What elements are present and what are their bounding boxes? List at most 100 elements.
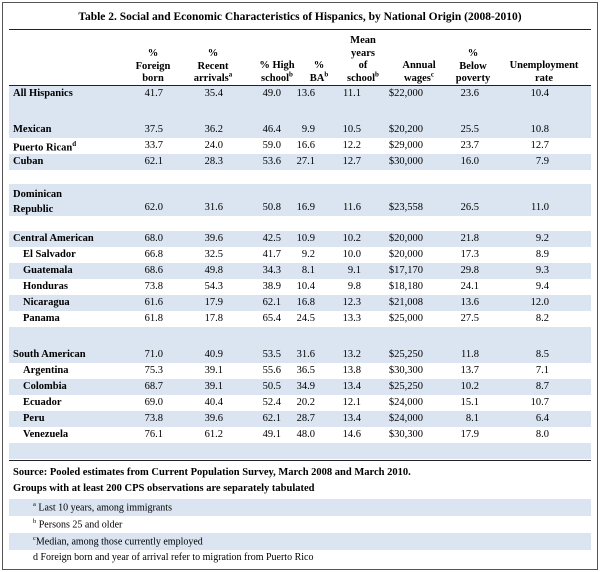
table-cell: 35.4 (204, 88, 223, 99)
table-cell: 12.0 (530, 297, 549, 308)
table-cell: 9.2 (301, 249, 315, 260)
table-cell: 66.8 (144, 249, 163, 260)
table-cell: 49.8 (204, 265, 223, 276)
header-below-poverty-line-3: poverty (455, 73, 491, 84)
row-label: El Salvador (23, 249, 76, 260)
table-cell: 25.5 (460, 124, 479, 135)
table-cell: 13.6 (460, 297, 479, 308)
table-cell: 23.7 (460, 140, 479, 151)
table-cell: 32.5 (204, 249, 223, 260)
table-cell: 17.3 (460, 249, 479, 260)
row-label-text-line-2: Republic (13, 204, 54, 215)
table-row: Argentina 75.3 39.1 55.6 36.5 13.8 $30,300 13.7… (9, 364, 591, 380)
band-stripe (9, 443, 591, 459)
row-label: Ecuador (23, 397, 62, 408)
header-foreign-born-line-3: born (142, 73, 164, 84)
row-label-text: Central American (13, 233, 94, 244)
table-row: Colombia 68.7 39.1 50.5 34.9 13.4 $25,250 10.2 8… (9, 380, 591, 396)
table-cell: 11.1 (343, 88, 361, 99)
table-cell: $22,000 (388, 88, 423, 99)
table-cell: 39.1 (204, 381, 223, 392)
table-cell: 53.5 (262, 349, 281, 360)
row-label: Cuban (13, 156, 43, 167)
row-label: Argentina (23, 365, 69, 376)
table-cell: 16.0 (460, 156, 479, 167)
row-label-text: Peru (23, 413, 45, 424)
band-stripe (9, 295, 591, 311)
table-cell: $18,180 (388, 281, 423, 292)
row-label: South American (13, 349, 86, 360)
table-cell: $23,558 (388, 202, 423, 213)
table-cell: $30,300 (388, 429, 423, 440)
header-high-school-line-1: % High (259, 60, 295, 71)
table-row: South American 71.0 40.9 53.5 31.6 13.2 $25,25… (9, 348, 591, 364)
band-stripe (9, 102, 591, 122)
row-label: Mexican (13, 124, 52, 135)
band-stripe (9, 347, 591, 363)
header-unemployment: Unemployment rate (497, 60, 591, 85)
table-cell: 28.7 (296, 413, 315, 424)
row-label: Nicaragua (23, 297, 70, 308)
table-cell: 14.6 (342, 429, 361, 440)
row-label-text: Honduras (23, 281, 68, 292)
table-cell: 13.3 (342, 313, 361, 324)
table-cell: 62.1 (144, 156, 163, 167)
row-label-text: South American (13, 349, 86, 360)
table-cell: 11.6 (343, 202, 361, 213)
table-cell: 24.0 (204, 140, 223, 151)
row-label: Central American (13, 233, 94, 244)
table-cell: 27.1 (296, 156, 315, 167)
table-cell: 46.4 (262, 124, 281, 135)
row-label-text: Nicaragua (23, 297, 70, 308)
row-label: All Hispanics (13, 88, 73, 99)
row-label: Panama (23, 313, 60, 324)
header-recent-arrivals-line-2: Recent (197, 60, 229, 72)
table-cell: 41.7 (144, 88, 163, 99)
header-below-poverty-line-2: Below (459, 60, 487, 72)
table-cell: 75.3 (144, 365, 163, 376)
header-recent-arrivals-text: arrivals (193, 73, 229, 84)
row-label: Colombia (23, 381, 67, 392)
table-cell: $30,300 (388, 365, 423, 376)
table-cell: 54.3 (204, 281, 223, 292)
table-cell: $25,250 (388, 349, 423, 360)
footnote-b-marker: b (33, 518, 37, 525)
header-unemployment-line-1: Unemployment (509, 60, 579, 71)
header-high-school-text: school (261, 72, 290, 84)
header-mean-years: Mean years of schoolb (323, 35, 403, 85)
table-cell: 16.9 (296, 202, 315, 213)
table-cell: 10.4 (296, 281, 315, 292)
row-label-text: Venezuela (23, 429, 69, 440)
table-cell: $29,000 (388, 140, 423, 151)
table-cell: 62.1 (262, 413, 281, 424)
table-title: Table 2. Social and Economic Characteris… (78, 11, 522, 23)
table-cell: 11.8 (461, 349, 479, 360)
table-row: All Hispanics 41.7 35.4 49.0 13.6 11.1 $22,000… (9, 87, 591, 103)
table-cell: $24,000 (388, 413, 423, 424)
header-mean-years-line-2: years (351, 47, 375, 59)
header-mean-years-line-3: of (358, 60, 368, 71)
table-cell: $17,170 (388, 265, 423, 276)
table-cell: 68.6 (144, 265, 163, 276)
table-cell: 17.9 (204, 297, 223, 308)
table-cell: 68.0 (144, 233, 163, 244)
table-row: Honduras 73.8 54.3 38.9 10.4 9.8 $18,180 24.1 9.… (9, 280, 591, 296)
table-cell: 23.6 (460, 88, 479, 99)
table-row: Guatemala 68.6 49.8 34.3 8.1 9.1 $17,170 29.8 9.… (9, 264, 591, 280)
table-cell: 10.5 (342, 124, 361, 135)
header-annual-wages-text: wages (404, 72, 431, 84)
table-cell: $20,000 (388, 249, 423, 260)
table-cell: 48.0 (296, 429, 315, 440)
header-high-school: % High schoolb (237, 60, 317, 85)
header-foreign-born-line-2: Foreign (135, 60, 171, 72)
header-high-school-line-2: schoolb (237, 71, 317, 86)
table-cell: 13.2 (342, 349, 361, 360)
table-cell: 9.2 (535, 233, 549, 244)
row-label-text: Mexican (13, 124, 52, 135)
table-cell: 10.2 (460, 381, 479, 392)
table-cell: 69.0 (144, 397, 163, 408)
footnote-b-text: Persons 25 and older (36, 519, 123, 531)
header-foreign-born: % Foreign born (113, 48, 193, 86)
footnote-a: a Last 10 years, among immigrants (9, 499, 591, 516)
table-cell: 13.8 (342, 365, 361, 376)
